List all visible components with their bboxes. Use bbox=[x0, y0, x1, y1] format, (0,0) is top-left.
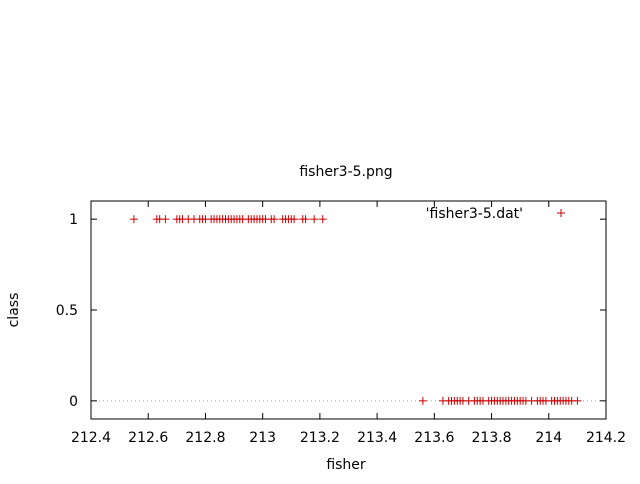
y-tick-label: 0.5 bbox=[56, 303, 78, 319]
chart-title: fisher3-5.png bbox=[299, 164, 392, 180]
data-point bbox=[310, 215, 319, 224]
data-point bbox=[161, 215, 170, 224]
legend-marker-plus-icon bbox=[557, 209, 565, 217]
x-axis: 212.4 212.6 212.8 213 213.2 213.4 213.6 213.8 21… bbox=[71, 201, 626, 446]
plot-border bbox=[90, 200, 607, 420]
data-point bbox=[129, 215, 138, 224]
data-points bbox=[129, 215, 582, 405]
data-point bbox=[270, 215, 279, 224]
x-tick-label: 213.6 bbox=[414, 430, 454, 446]
legend: 'fisher3-5.dat' bbox=[426, 206, 565, 222]
x-tick-label: 213.2 bbox=[300, 430, 340, 446]
x-tick-label: 213.8 bbox=[472, 430, 512, 446]
data-point bbox=[290, 215, 299, 224]
y-tick-label: 1 bbox=[69, 212, 78, 228]
x-tick-label: 214.2 bbox=[586, 430, 626, 446]
x-tick-label: 212.6 bbox=[128, 430, 168, 446]
legend-label: 'fisher3-5.dat' bbox=[426, 206, 523, 222]
data-point bbox=[318, 215, 327, 224]
data-point bbox=[418, 396, 427, 405]
x-tick-label: 213 bbox=[249, 430, 276, 446]
legend-marker-plus bbox=[557, 209, 565, 217]
x-tick-label: 212.4 bbox=[71, 430, 111, 446]
x-tick-label: 212.8 bbox=[185, 430, 225, 446]
data-point bbox=[573, 396, 582, 405]
y-tick-label: 0 bbox=[69, 394, 78, 410]
y-axis: 00.51 bbox=[56, 212, 606, 410]
y-axis-title: class bbox=[6, 293, 22, 328]
x-tick-label: 213.4 bbox=[357, 430, 397, 446]
x-tick-label: 214 bbox=[535, 430, 562, 446]
x-axis-title: fisher bbox=[326, 457, 366, 473]
data-point bbox=[301, 215, 310, 224]
